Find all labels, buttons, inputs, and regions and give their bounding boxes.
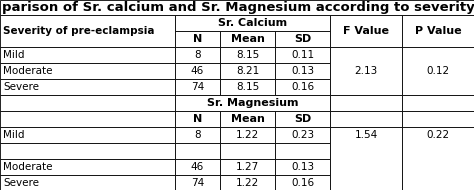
Bar [175, 159, 220, 175]
Bar [220, 79, 275, 95]
Bar [330, 127, 402, 190]
Bar [0, 111, 175, 127]
Bar [175, 111, 220, 127]
Text: 0.11: 0.11 [291, 50, 314, 60]
Text: Mild: Mild [3, 50, 25, 60]
Text: 0.13: 0.13 [291, 66, 314, 76]
Bar [0, 79, 175, 95]
Bar [402, 15, 474, 47]
Text: F Value: F Value [343, 26, 389, 36]
Bar [275, 63, 330, 79]
Text: 8.15: 8.15 [236, 82, 259, 92]
Bar [402, 127, 474, 190]
Bar [275, 47, 330, 63]
Bar [330, 47, 402, 95]
Text: Mean: Mean [230, 34, 264, 44]
Text: 46: 46 [191, 66, 204, 76]
Bar [275, 111, 330, 127]
Bar [0, 0, 474, 15]
Bar [402, 95, 474, 111]
Bar [175, 127, 220, 143]
Bar [220, 159, 275, 175]
Bar [275, 127, 330, 143]
Text: 2.13: 2.13 [355, 66, 378, 76]
Bar [402, 111, 474, 127]
Text: P Value: P Value [415, 26, 461, 36]
Text: 1.22: 1.22 [236, 130, 259, 140]
Bar [275, 175, 330, 190]
Text: Moderate: Moderate [3, 66, 53, 76]
Bar [330, 95, 402, 111]
Text: 8: 8 [194, 50, 201, 60]
Text: 0.12: 0.12 [427, 66, 449, 76]
Text: 0.13: 0.13 [291, 162, 314, 172]
Text: Severe: Severe [3, 178, 39, 188]
Text: N: N [193, 114, 202, 124]
Bar [0, 47, 175, 63]
Bar [275, 159, 330, 175]
Bar [175, 31, 220, 47]
Text: 8.21: 8.21 [236, 66, 259, 76]
Text: 1.27: 1.27 [236, 162, 259, 172]
Bar [175, 175, 220, 190]
Text: 74: 74 [191, 82, 204, 92]
Bar [175, 15, 330, 31]
Bar [0, 127, 175, 143]
Text: 74: 74 [191, 178, 204, 188]
Bar [275, 79, 330, 95]
Bar [0, 143, 175, 159]
Bar [175, 143, 220, 159]
Bar [175, 95, 330, 111]
Text: SD: SD [294, 114, 311, 124]
Text: 8: 8 [194, 130, 201, 140]
Text: 0.23: 0.23 [291, 130, 314, 140]
Text: 1.22: 1.22 [236, 178, 259, 188]
Text: 0.16: 0.16 [291, 178, 314, 188]
Text: SD: SD [294, 34, 311, 44]
Text: 0.16: 0.16 [291, 82, 314, 92]
Text: parison of Sr. calcium and Sr. Magnesium according to severity of pre-eclampsia : parison of Sr. calcium and Sr. Magnesium… [2, 1, 474, 14]
Bar [220, 111, 275, 127]
Text: 0.22: 0.22 [427, 130, 449, 140]
Bar [0, 95, 175, 111]
Bar [402, 47, 474, 95]
Text: Severity of pre-eclampsia: Severity of pre-eclampsia [3, 26, 155, 36]
Text: Severe: Severe [3, 82, 39, 92]
Text: Mean: Mean [230, 114, 264, 124]
Bar [220, 127, 275, 143]
Bar [175, 63, 220, 79]
Bar [220, 47, 275, 63]
Text: 8.15: 8.15 [236, 50, 259, 60]
Bar [220, 143, 275, 159]
Bar [330, 15, 402, 47]
Bar [275, 31, 330, 47]
Bar [220, 31, 275, 47]
Bar [0, 15, 175, 47]
Bar [0, 63, 175, 79]
Text: Sr. Calcium: Sr. Calcium [218, 18, 287, 28]
Text: Sr. Magnesium: Sr. Magnesium [207, 98, 298, 108]
Bar [220, 63, 275, 79]
Text: 1.54: 1.54 [355, 130, 378, 140]
Bar [220, 175, 275, 190]
Text: N: N [193, 34, 202, 44]
Bar [330, 111, 402, 127]
Bar [175, 79, 220, 95]
Bar [175, 47, 220, 63]
Bar [0, 159, 175, 175]
Bar [0, 175, 175, 190]
Bar [275, 143, 330, 159]
Text: Mild: Mild [3, 130, 25, 140]
Text: 46: 46 [191, 162, 204, 172]
Text: Moderate: Moderate [3, 162, 53, 172]
